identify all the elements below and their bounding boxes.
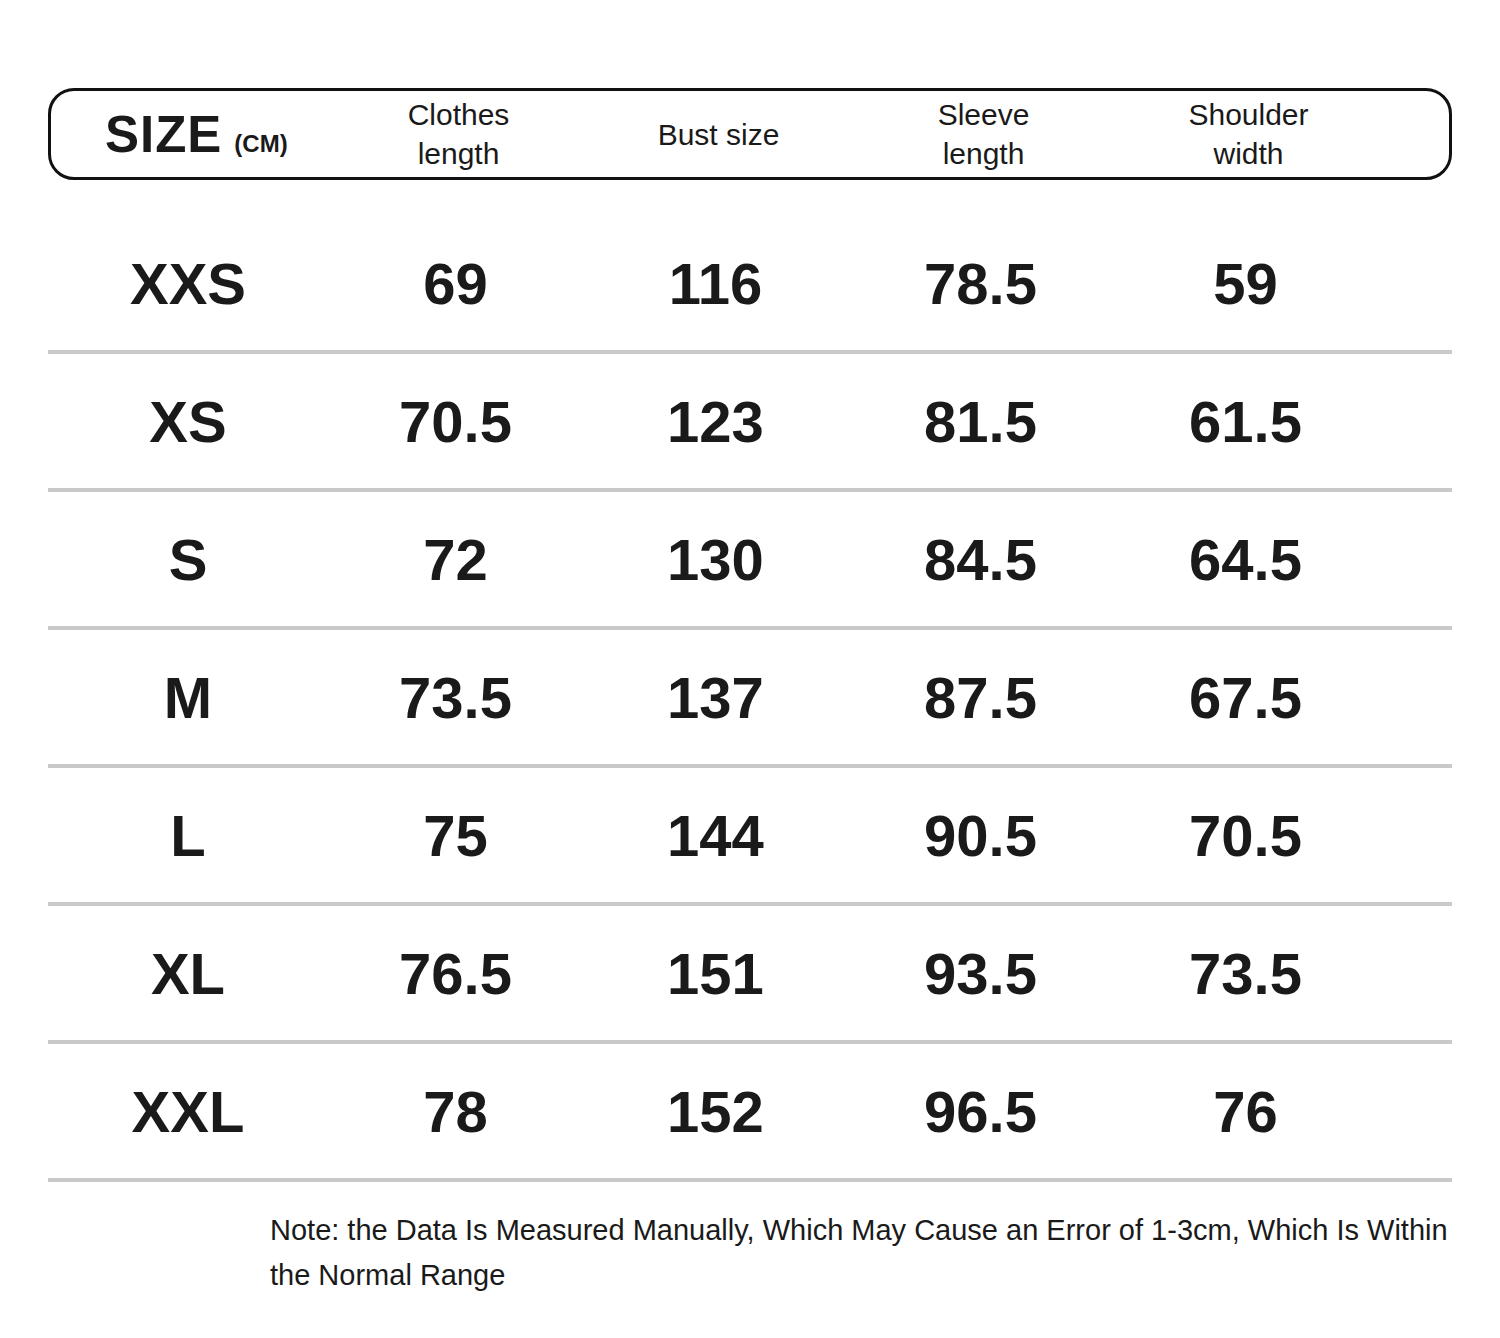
size-chart-page: SIZE (CM) Clothes length Bust size Sleev…	[0, 0, 1500, 1338]
table-row-xxl: XXL 78 152 96.5 76	[48, 1044, 1452, 1182]
size-cell: XS	[48, 388, 328, 455]
bust-size-cell: 144	[583, 802, 848, 869]
clothes-length-cell: 72	[328, 526, 583, 593]
size-cell: S	[48, 526, 328, 593]
bust-size-cell: 152	[583, 1078, 848, 1145]
clothes-length-cell: 76.5	[328, 940, 583, 1007]
size-cell: XL	[48, 940, 328, 1007]
sleeve-length-cell: 84.5	[848, 526, 1113, 593]
shoulder-width-cell: 76	[1113, 1078, 1378, 1145]
size-title: SIZE	[105, 105, 222, 164]
shoulder-width-cell: 59	[1113, 250, 1378, 317]
shoulder-width-cell: 70.5	[1113, 802, 1378, 869]
measurement-note: Note: the Data Is Measured Manually, Whi…	[270, 1208, 1455, 1298]
bust-size-cell: 123	[583, 388, 848, 455]
table-row-l: L 75 144 90.5 70.5	[48, 768, 1452, 906]
bust-size-cell: 130	[583, 526, 848, 593]
table-row-m: M 73.5 137 87.5 67.5	[48, 630, 1452, 768]
column-header-sleeve-length: Sleeve length	[851, 95, 1116, 173]
size-chart-header: SIZE (CM) Clothes length Bust size Sleev…	[48, 88, 1452, 180]
table-row-xs: XS 70.5 123 81.5 61.5	[48, 354, 1452, 492]
clothes-length-cell: 75	[328, 802, 583, 869]
table-row-xxs: XXS 69 116 78.5 59	[48, 216, 1452, 354]
column-header-shoulder-width: Shoulder width	[1116, 95, 1381, 173]
size-title-cell: SIZE (CM)	[51, 105, 331, 164]
size-table-body: XXS 69 116 78.5 59 XS 70.5 123 81.5 61.5…	[48, 216, 1452, 1182]
clothes-length-cell: 70.5	[328, 388, 583, 455]
bust-size-cell: 151	[583, 940, 848, 1007]
shoulder-width-cell: 73.5	[1113, 940, 1378, 1007]
sleeve-length-cell: 78.5	[848, 250, 1113, 317]
table-row-s: S 72 130 84.5 64.5	[48, 492, 1452, 630]
sleeve-length-cell: 81.5	[848, 388, 1113, 455]
sleeve-length-cell: 96.5	[848, 1078, 1113, 1145]
shoulder-width-cell: 64.5	[1113, 526, 1378, 593]
sleeve-length-cell: 90.5	[848, 802, 1113, 869]
bust-size-cell: 137	[583, 664, 848, 731]
sleeve-length-cell: 87.5	[848, 664, 1113, 731]
size-cell: L	[48, 802, 328, 869]
size-cell: XXS	[48, 250, 328, 317]
shoulder-width-cell: 67.5	[1113, 664, 1378, 731]
size-unit-label: (CM)	[234, 130, 287, 158]
shoulder-width-cell: 61.5	[1113, 388, 1378, 455]
clothes-length-cell: 69	[328, 250, 583, 317]
size-cell: XXL	[48, 1078, 328, 1145]
bust-size-cell: 116	[583, 250, 848, 317]
clothes-length-cell: 73.5	[328, 664, 583, 731]
size-chart: SIZE (CM) Clothes length Bust size Sleev…	[48, 88, 1452, 1182]
sleeve-length-cell: 93.5	[848, 940, 1113, 1007]
column-header-clothes-length: Clothes length	[331, 95, 586, 173]
clothes-length-cell: 78	[328, 1078, 583, 1145]
table-row-xl: XL 76.5 151 93.5 73.5	[48, 906, 1452, 1044]
size-cell: M	[48, 664, 328, 731]
column-header-bust-size: Bust size	[586, 115, 851, 154]
